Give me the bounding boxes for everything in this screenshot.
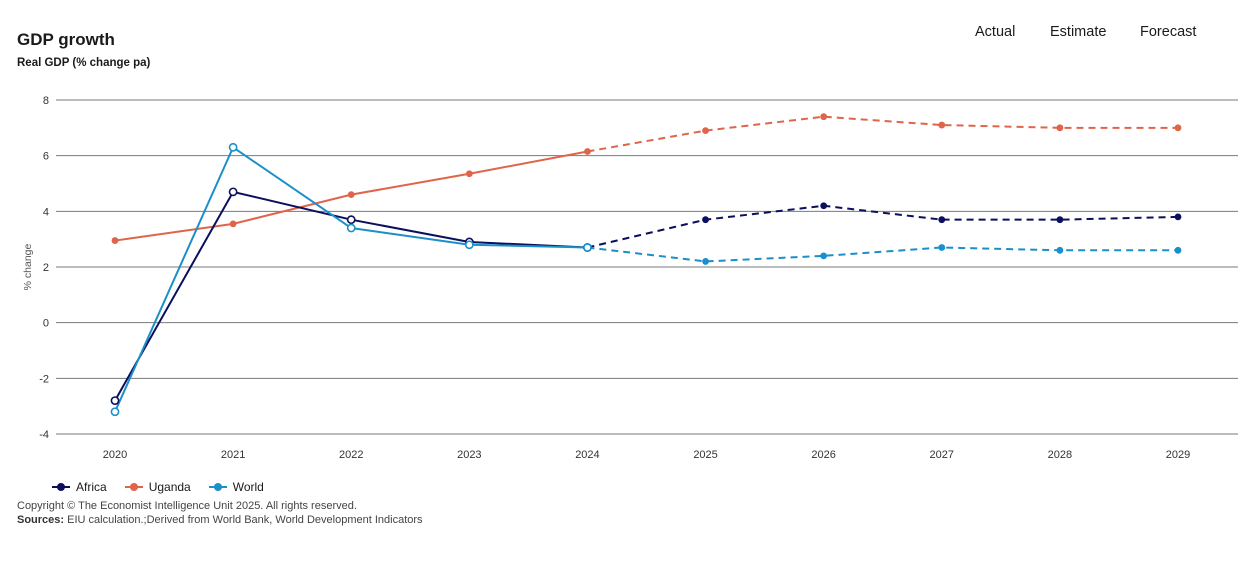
legend-swatch-world bbox=[208, 482, 227, 492]
data-point-africa[interactable] bbox=[938, 216, 946, 224]
data-point-uganda[interactable] bbox=[820, 113, 828, 121]
x-tick-label: 2022 bbox=[339, 449, 363, 461]
x-tick-label: 2026 bbox=[811, 449, 835, 461]
x-tick-label: 2024 bbox=[575, 449, 599, 461]
x-tick-label: 2028 bbox=[1048, 449, 1072, 461]
legend-dot bbox=[129, 483, 138, 491]
phase-label-estimate: Estimate bbox=[1050, 24, 1107, 40]
data-point-uganda[interactable] bbox=[1174, 124, 1182, 132]
x-tick-label: 2025 bbox=[693, 449, 717, 461]
data-point-world[interactable] bbox=[110, 407, 120, 417]
y-tick-label: 6 bbox=[43, 151, 49, 163]
legend-dot bbox=[213, 483, 222, 491]
data-point-africa[interactable] bbox=[1174, 213, 1182, 221]
data-point-world[interactable] bbox=[346, 223, 356, 233]
legend-dot bbox=[57, 483, 65, 491]
data-point-uganda[interactable] bbox=[465, 170, 473, 178]
legend-label-uganda: Uganda bbox=[148, 480, 191, 494]
data-point-world[interactable] bbox=[228, 142, 238, 152]
data-point-uganda[interactable] bbox=[111, 237, 119, 244]
data-point-world[interactable] bbox=[820, 252, 828, 260]
line-chart: -4 -2 0 2 4 6 8 % change 2020 2021 2022 2023 2024 202… bbox=[22, 95, 1238, 461]
data-point-uganda[interactable] bbox=[347, 191, 355, 199]
sources-text: Sources: EIU calculation.;Derived from W… bbox=[17, 514, 423, 526]
data-point-africa[interactable] bbox=[228, 187, 238, 197]
legend-swatch-africa bbox=[52, 482, 70, 492]
data-point-world[interactable] bbox=[702, 258, 709, 265]
data-point-world[interactable] bbox=[583, 243, 592, 252]
chart-legend: Africa Uganda World bbox=[52, 480, 282, 494]
x-tick-label: 2020 bbox=[103, 449, 127, 461]
data-point-africa[interactable] bbox=[1056, 216, 1064, 224]
data-point-world[interactable] bbox=[464, 240, 474, 250]
data-point-africa[interactable] bbox=[702, 216, 709, 224]
legend-item-uganda[interactable]: Uganda bbox=[124, 480, 191, 494]
data-point-uganda[interactable] bbox=[1056, 124, 1064, 132]
sources-value: EIU calculation.;Derived from World Bank… bbox=[64, 514, 423, 526]
phase-label-forecast: Forecast bbox=[1140, 24, 1197, 40]
data-point-uganda[interactable] bbox=[229, 220, 237, 228]
chart-subtitle: Real GDP (% change pa) bbox=[17, 57, 151, 69]
x-tick-label: 2023 bbox=[457, 449, 481, 461]
data-point-africa[interactable] bbox=[820, 202, 828, 210]
series-line-world-forecast bbox=[587, 246, 1178, 263]
y-tick-label: 2 bbox=[43, 262, 49, 274]
legend-label-world: World bbox=[232, 480, 264, 494]
legend-item-africa[interactable]: Africa bbox=[52, 480, 107, 494]
y-tick-label: -4 bbox=[39, 429, 49, 441]
legend-label-africa: Africa bbox=[76, 480, 107, 494]
phase-label-actual: Actual bbox=[975, 24, 1016, 40]
data-point-uganda[interactable] bbox=[938, 121, 946, 129]
data-point-uganda[interactable] bbox=[584, 148, 591, 155]
chart-title: GDP growth bbox=[17, 30, 115, 49]
legend-swatch-uganda bbox=[124, 482, 143, 492]
y-tick-label: 0 bbox=[43, 318, 49, 330]
data-point-africa[interactable] bbox=[110, 396, 120, 405]
y-tick-label: 8 bbox=[43, 95, 49, 107]
data-point-world[interactable] bbox=[1056, 246, 1064, 254]
series-line-uganda-forecast bbox=[587, 115, 1178, 153]
legend-item-world[interactable]: World bbox=[208, 480, 264, 494]
y-tick-label: -2 bbox=[39, 373, 49, 385]
copyright-text: Copyright © The Economist Intelligence U… bbox=[17, 500, 357, 512]
x-tick-label: 2021 bbox=[221, 449, 245, 461]
data-point-africa[interactable] bbox=[346, 215, 356, 225]
data-point-uganda[interactable] bbox=[702, 127, 709, 135]
x-tick-label: 2029 bbox=[1166, 449, 1190, 461]
data-point-world[interactable] bbox=[938, 244, 946, 251]
y-tick-label: 4 bbox=[43, 206, 49, 218]
data-point-world[interactable] bbox=[1174, 246, 1182, 254]
x-tick-label: 2027 bbox=[930, 449, 954, 461]
series-line-africa-forecast bbox=[587, 204, 1179, 249]
series-line-world-actual bbox=[114, 145, 588, 413]
y-axis-label: % change bbox=[22, 243, 34, 290]
sources-label: Sources: bbox=[17, 514, 65, 526]
